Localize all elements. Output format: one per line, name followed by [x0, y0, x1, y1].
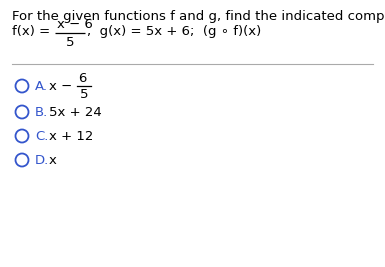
- Text: x: x: [49, 154, 57, 167]
- Text: For the given functions f and g, find the indicated composition.: For the given functions f and g, find th…: [12, 10, 385, 23]
- Text: C.: C.: [35, 129, 49, 143]
- Text: 5: 5: [80, 88, 89, 100]
- Text: ,  g(x) = 5x + 6;  (g ∘ f)(x): , g(x) = 5x + 6; (g ∘ f)(x): [87, 26, 261, 38]
- Text: f(x) =: f(x) =: [12, 26, 54, 38]
- Text: 5: 5: [66, 37, 75, 49]
- Text: B.: B.: [35, 105, 48, 119]
- Text: A.: A.: [35, 80, 48, 92]
- Text: 6: 6: [78, 72, 86, 84]
- Text: x + 12: x + 12: [49, 129, 94, 143]
- Text: x −: x −: [49, 80, 77, 92]
- Text: D.: D.: [35, 154, 49, 167]
- Text: x − 6: x − 6: [57, 18, 93, 32]
- Text: 5x + 24: 5x + 24: [49, 105, 102, 119]
